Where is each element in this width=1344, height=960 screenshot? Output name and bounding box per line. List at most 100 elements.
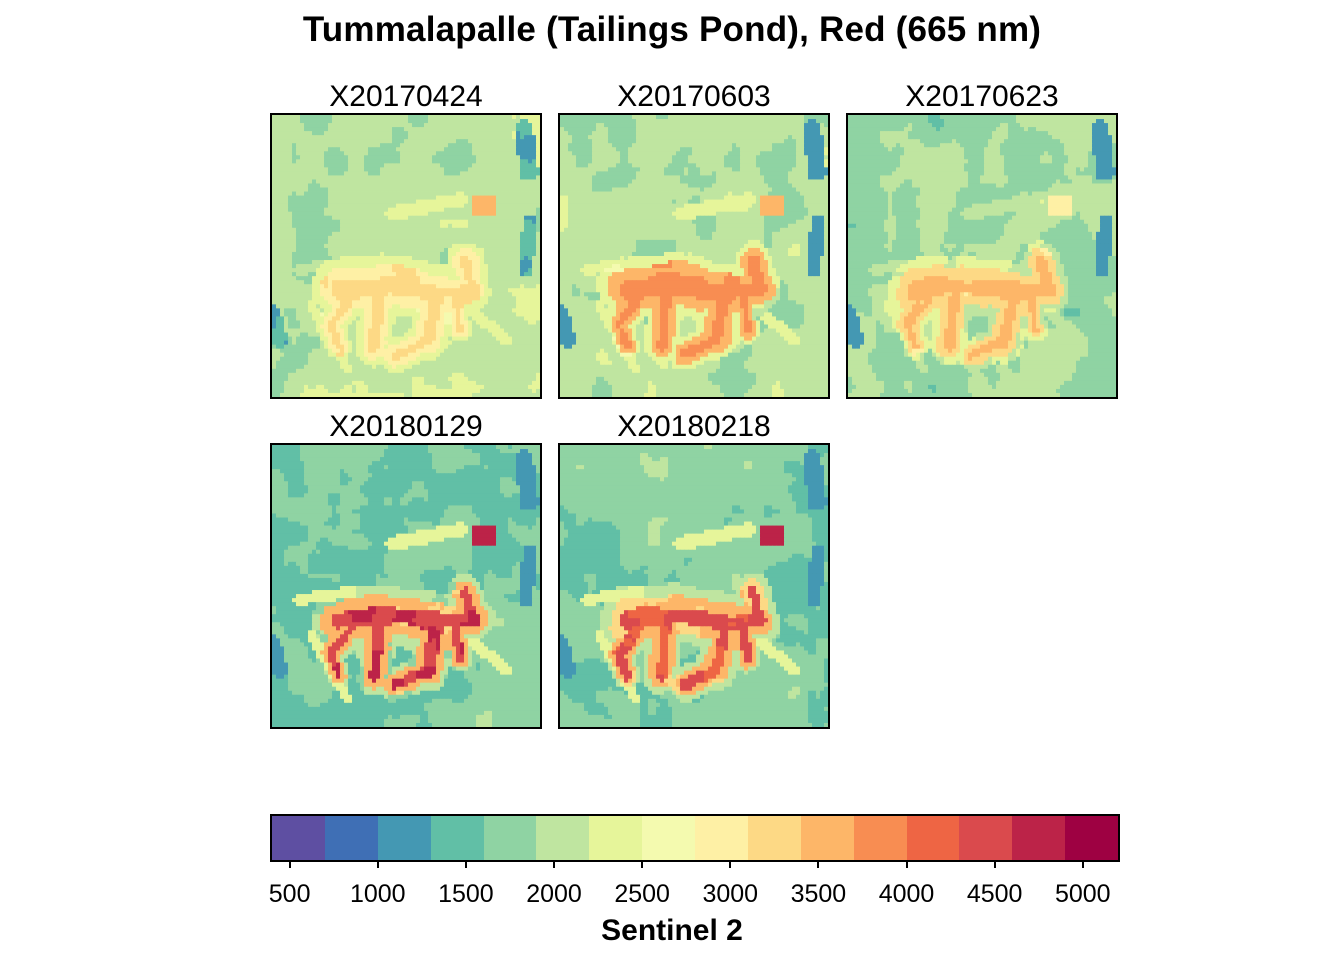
raster-cell bbox=[356, 115, 361, 120]
raster-cell bbox=[400, 348, 405, 354]
raster-cell bbox=[364, 268, 369, 273]
raster-cell bbox=[328, 260, 333, 265]
raster-cell bbox=[384, 292, 389, 297]
raster-cell bbox=[300, 179, 305, 184]
raster-cell bbox=[420, 384, 425, 390]
raster-cell bbox=[452, 235, 457, 241]
raster-cell bbox=[512, 243, 517, 249]
raster-cell bbox=[344, 139, 349, 144]
raster-cell bbox=[396, 191, 401, 196]
raster-cell bbox=[300, 324, 305, 329]
raster-cell bbox=[364, 256, 369, 261]
raster-cell bbox=[392, 207, 397, 213]
raster-cell bbox=[368, 239, 373, 245]
raster-cell bbox=[380, 292, 385, 297]
raster-cell bbox=[488, 235, 493, 241]
raster-cell bbox=[328, 155, 333, 160]
raster-cell bbox=[428, 272, 433, 277]
raster-cell bbox=[572, 123, 577, 128]
raster-cell bbox=[324, 272, 329, 277]
raster-cell bbox=[496, 300, 501, 305]
raster-cell bbox=[380, 139, 385, 144]
raster-cell bbox=[444, 187, 449, 192]
raster-cell bbox=[348, 320, 353, 325]
raster-cell bbox=[528, 328, 533, 333]
raster-cell bbox=[308, 348, 313, 354]
raster-cell bbox=[352, 239, 357, 245]
raster-cell bbox=[340, 304, 345, 309]
raster-cell bbox=[688, 119, 693, 124]
raster-cell bbox=[432, 360, 437, 366]
raster-cell bbox=[500, 243, 505, 249]
raster-cell bbox=[312, 223, 317, 229]
raster-cell bbox=[368, 159, 373, 164]
raster-cell bbox=[440, 364, 445, 370]
raster-cell bbox=[400, 175, 405, 180]
raster-cell bbox=[508, 352, 513, 358]
raster-cell bbox=[768, 127, 773, 132]
raster-cell bbox=[420, 344, 425, 350]
raster-cell bbox=[452, 352, 457, 358]
raster-cell bbox=[476, 376, 481, 382]
raster-cell bbox=[484, 256, 489, 261]
raster-cell bbox=[420, 280, 425, 285]
raster-cell bbox=[292, 268, 297, 273]
raster-cell bbox=[468, 179, 473, 184]
raster-cell bbox=[508, 288, 513, 293]
raster-cell bbox=[316, 207, 321, 213]
raster-cell bbox=[296, 119, 301, 124]
raster-cell bbox=[424, 340, 429, 346]
raster-cell bbox=[388, 360, 393, 366]
raster-cell bbox=[420, 276, 425, 281]
raster-cell bbox=[280, 159, 285, 164]
raster-cell bbox=[272, 288, 277, 293]
raster-cell bbox=[468, 388, 473, 394]
raster-cell bbox=[476, 364, 481, 370]
raster-cell bbox=[476, 280, 481, 285]
raster-cell bbox=[424, 284, 429, 289]
raster-cell bbox=[416, 296, 421, 301]
raster-cell bbox=[468, 207, 473, 213]
raster-cell bbox=[492, 203, 497, 209]
raster-cell bbox=[476, 175, 481, 180]
raster-cell bbox=[512, 139, 517, 144]
raster-cell bbox=[400, 227, 405, 233]
raster-cell bbox=[412, 300, 417, 305]
raster-cell bbox=[512, 328, 517, 333]
raster-cell bbox=[384, 127, 389, 132]
raster-cell bbox=[360, 191, 365, 196]
raster-cell bbox=[484, 348, 489, 354]
raster-cell bbox=[372, 324, 377, 329]
raster-cell bbox=[280, 235, 285, 241]
raster-cell bbox=[496, 167, 501, 172]
raster-cell bbox=[408, 336, 413, 341]
raster-cell bbox=[348, 219, 353, 225]
raster-cell bbox=[536, 203, 540, 209]
raster-cell bbox=[344, 171, 349, 176]
raster-cell bbox=[432, 119, 437, 124]
raster-cell bbox=[480, 276, 485, 281]
raster-cell bbox=[452, 167, 457, 172]
raster-cell bbox=[300, 135, 305, 140]
raster-cell bbox=[508, 147, 513, 152]
raster-cell bbox=[380, 392, 385, 397]
raster-cell bbox=[404, 368, 409, 374]
raster-cell bbox=[300, 171, 305, 176]
raster-cell bbox=[500, 179, 505, 184]
raster-cell bbox=[464, 328, 469, 333]
raster-cell bbox=[352, 175, 357, 180]
raster-cell bbox=[532, 115, 537, 120]
raster-cell bbox=[316, 227, 321, 233]
raster-cell bbox=[348, 392, 353, 397]
raster-cell bbox=[392, 308, 397, 313]
raster-cell bbox=[408, 388, 413, 394]
raster-cell bbox=[504, 284, 509, 289]
raster-cell bbox=[496, 187, 501, 192]
raster-cell bbox=[276, 167, 281, 172]
raster-cell bbox=[388, 131, 393, 136]
raster-cell bbox=[480, 280, 485, 285]
raster-cell bbox=[368, 316, 373, 321]
raster-cell bbox=[468, 280, 473, 285]
raster-cell bbox=[324, 131, 329, 136]
raster-cell bbox=[672, 119, 677, 124]
